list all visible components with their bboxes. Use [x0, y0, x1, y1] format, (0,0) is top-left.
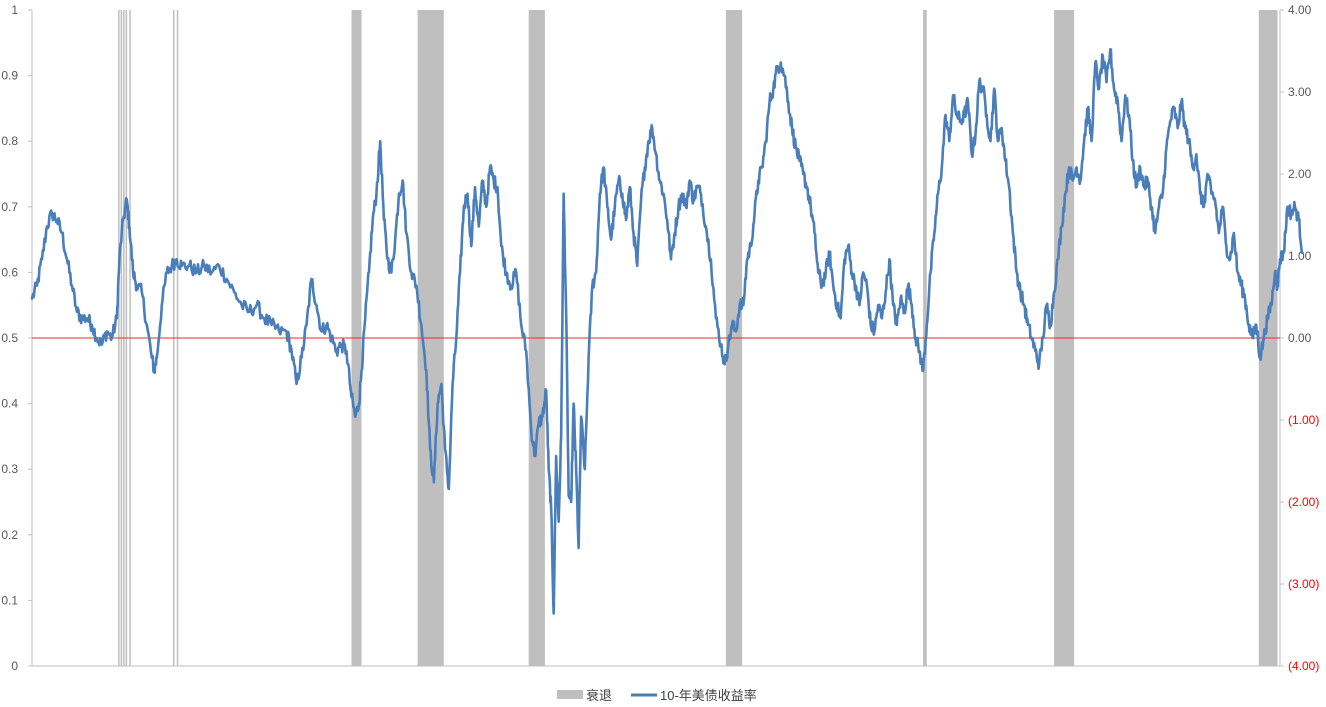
yield-series-line	[30, 48, 1304, 615]
left-tick-label: 1	[11, 3, 18, 17]
legend-item: 10-年美债收益率	[631, 688, 757, 703]
legend-label: 衰退	[586, 688, 612, 703]
right-tick-label: (1.00)	[1288, 413, 1319, 427]
left-axis-ticks: 0 0.1 0.2 0.3 0.4 0.5 0.6 0.7 0.8 0.9 1	[1, 3, 32, 673]
legend-label: 10-年美债收益率	[660, 688, 757, 703]
legend-swatch-recession	[557, 690, 583, 699]
right-tick-label: 1.00	[1288, 249, 1312, 263]
left-tick-label: 0.8	[1, 134, 18, 148]
left-tick-label: 0.6	[1, 265, 18, 279]
left-tick-label: 0.4	[1, 397, 18, 411]
right-axis-ticks: 4.00 3.00 2.00 1.00 0.00 (1.00) (2.00) (3.00) (4…	[1280, 3, 1319, 673]
left-tick-label: 0.2	[1, 528, 18, 542]
series-layer	[30, 48, 1304, 615]
left-tick-label: 0	[11, 659, 18, 673]
left-tick-label: 0.5	[1, 331, 18, 345]
legend-item: 衰退	[557, 688, 612, 703]
right-tick-label: 4.00	[1288, 3, 1312, 17]
chart-legend: 衰退 10-年美债收益率	[557, 688, 757, 703]
right-tick-label: (4.00)	[1288, 659, 1319, 673]
left-tick-label: 0.1	[1, 593, 18, 607]
left-tick-label: 0.3	[1, 462, 18, 476]
right-tick-label: 3.00	[1288, 85, 1312, 99]
right-tick-label: (3.00)	[1288, 577, 1319, 591]
right-tick-label: 2.00	[1288, 167, 1312, 181]
right-tick-label: 0.00	[1288, 331, 1312, 345]
right-tick-label: (2.00)	[1288, 495, 1319, 509]
left-tick-label: 0.7	[1, 200, 18, 214]
left-tick-label: 0.9	[1, 69, 18, 83]
